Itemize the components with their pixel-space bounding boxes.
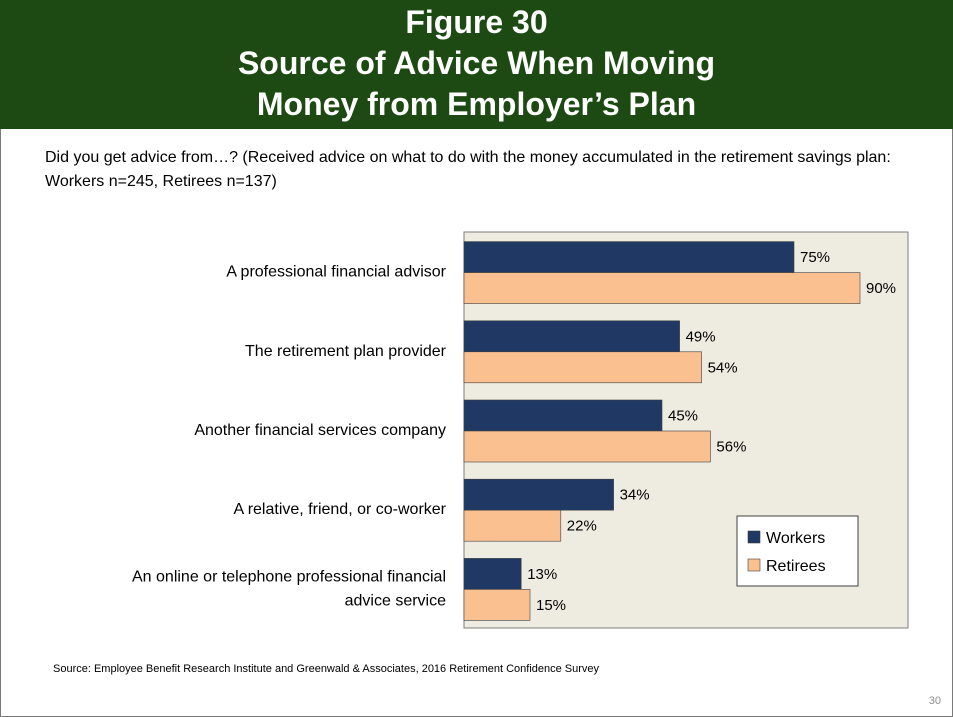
data-label-retirees: 90%: [866, 280, 896, 297]
category-label-line: A professional financial advisor: [226, 264, 446, 281]
figure-title-line-2: Money from Employer’s Plan: [256, 86, 697, 122]
data-label-retirees: 22%: [567, 518, 597, 535]
bar-retirees: [463, 589, 531, 621]
bar-retirees: [463, 272, 861, 304]
data-label-retirees: 15%: [536, 597, 566, 614]
legend-swatch-retirees: [747, 558, 761, 572]
data-label-workers: 45%: [668, 408, 698, 425]
data-label-workers: 75%: [800, 249, 830, 266]
category-label-line: The retirement plan provider: [245, 343, 447, 360]
data-label-workers: 13%: [527, 566, 557, 583]
question-text: Did you get advice from…? (Received advi…: [45, 149, 891, 190]
data-label-workers: 34%: [620, 487, 650, 504]
category-label-line: A relative, friend, or co-worker: [233, 501, 446, 518]
bar-workers: [463, 241, 795, 273]
figure-number: Figure 30: [405, 4, 548, 40]
data-label-workers: 49%: [686, 328, 716, 345]
legend-label-workers: Workers: [766, 530, 825, 547]
bar-workers: [463, 478, 614, 511]
figure-title-line-1: Source of Advice When Moving: [237, 45, 716, 81]
legend-swatch-workers: [747, 530, 761, 544]
category-label: A professional financial advisor: [226, 264, 446, 281]
category-label: Another financial services company: [194, 422, 446, 439]
data-label-retirees: 54%: [708, 359, 738, 376]
source-note: Source: Employee Benefit Research Instit…: [53, 663, 600, 675]
page-number: 30: [928, 695, 941, 707]
data-label-retirees: 56%: [716, 439, 746, 456]
legend-box: [736, 515, 859, 587]
bar-retirees: [463, 509, 562, 542]
legend-label-retirees: Retirees: [766, 558, 826, 575]
category-label-line: advice service: [345, 592, 446, 609]
bar-workers: [463, 320, 680, 353]
category-label: An online or telephone professional fina…: [132, 568, 446, 609]
bar-retirees: [463, 430, 711, 463]
slide-header: Figure 30 Source of Advice When Moving M…: [0, 0, 953, 129]
category-label-line: An online or telephone professional fina…: [132, 568, 446, 585]
bar-workers: [463, 399, 663, 432]
category-label: The retirement plan provider: [245, 343, 447, 360]
bar-retirees: [463, 351, 702, 384]
category-label: A relative, friend, or co-worker: [233, 501, 446, 518]
bar-workers: [463, 558, 522, 590]
category-label-line: Another financial services company: [194, 422, 446, 439]
